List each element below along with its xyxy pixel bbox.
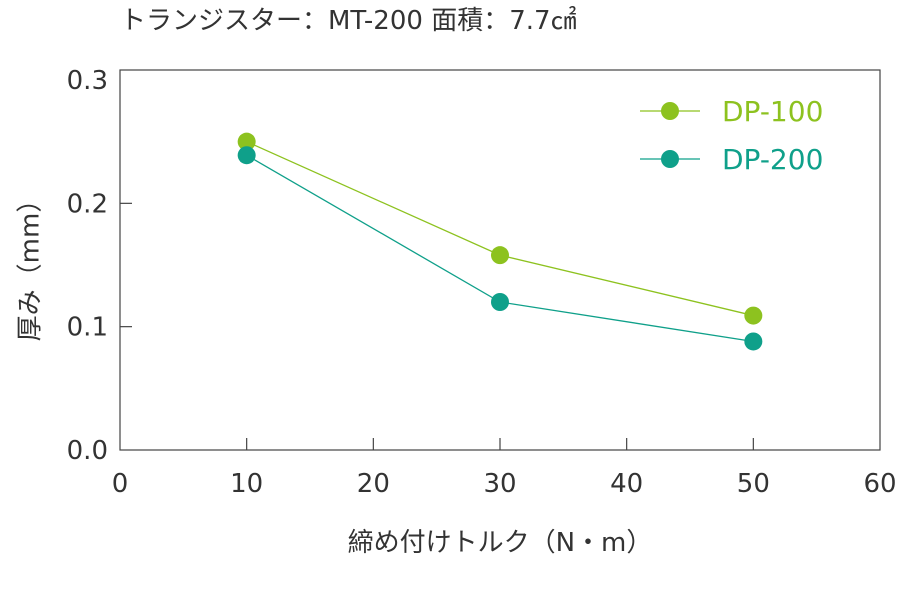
legend-label: DP-200 — [722, 143, 823, 176]
data-point-DP-100 — [491, 246, 509, 265]
y-tick-label: 0.2 — [67, 189, 108, 219]
x-tick-label: 0 — [112, 469, 129, 499]
x-tick-label: 60 — [863, 469, 896, 499]
series-line-DP-100 — [246, 141, 754, 317]
y-tick-label: 0.1 — [67, 313, 108, 343]
data-point-DP-100 — [744, 306, 763, 325]
x-tick-label: 30 — [483, 469, 516, 499]
x-tick-label: 10 — [230, 469, 263, 499]
x-tick-label: 20 — [357, 469, 390, 499]
chart-title: トランジスター：MT-200 面積：7.7㎠ — [120, 6, 577, 36]
legend-marker-DP-200 — [661, 150, 679, 168]
data-point-DP-200 — [744, 332, 763, 351]
data-point-DP-200 — [237, 146, 256, 165]
y-tick-label: 0.0 — [67, 436, 108, 466]
legend-marker-DP-100 — [661, 102, 679, 120]
x-tick-label: 50 — [737, 469, 770, 499]
data-point-DP-100 — [237, 132, 256, 151]
x-axis-title: 締め付けトルク（N・m） — [347, 528, 653, 558]
data-point-DP-200 — [491, 293, 509, 311]
x-tick-label: 40 — [610, 469, 643, 499]
y-tick-label: 0.3 — [67, 66, 108, 96]
legend-label: DP-100 — [722, 95, 823, 128]
